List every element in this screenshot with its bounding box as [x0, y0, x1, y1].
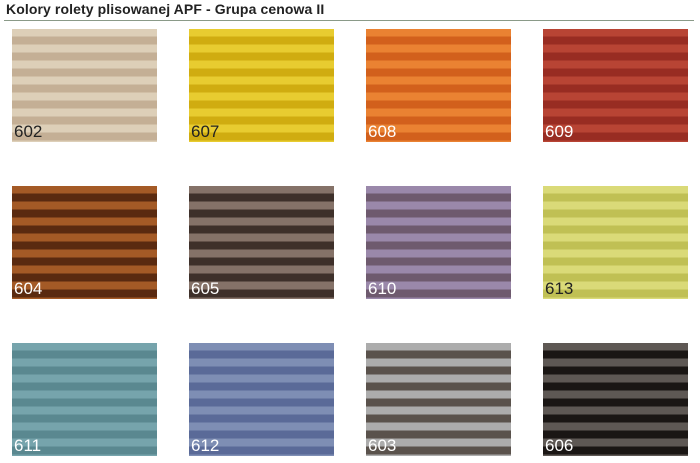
swatch-code-label: 609 [545, 122, 574, 141]
color-swatch-604[interactable]: 604 [12, 186, 157, 299]
swatch-code-label: 603 [368, 436, 397, 455]
color-swatch-611[interactable]: 611 [12, 343, 157, 456]
color-swatch-602[interactable]: 602 [12, 29, 157, 142]
color-swatch-605[interactable]: 605 [189, 186, 334, 299]
color-swatch-609[interactable]: 609 [543, 29, 688, 142]
swatch-code-label: 610 [368, 279, 397, 298]
swatch-code-label: 607 [191, 122, 220, 141]
swatch-code-label: 613 [545, 279, 574, 298]
color-swatch-603[interactable]: 603 [366, 343, 511, 456]
swatch-code-label: 602 [14, 122, 43, 141]
color-swatch-610[interactable]: 610 [366, 186, 511, 299]
swatch-code-label: 604 [14, 279, 43, 298]
color-swatch-606[interactable]: 606 [543, 343, 688, 456]
page-title: Kolory rolety plisowanej APF - Grupa cen… [6, 1, 325, 17]
swatch-code-label: 612 [191, 436, 220, 455]
swatch-code-label: 606 [545, 436, 574, 455]
swatch-code-label: 605 [191, 279, 220, 298]
swatch-code-label: 608 [368, 122, 397, 141]
title-divider [4, 20, 694, 21]
color-swatch-607[interactable]: 607 [189, 29, 334, 142]
color-swatch-608[interactable]: 608 [366, 29, 511, 142]
swatch-code-label: 611 [14, 436, 42, 455]
color-swatch-612[interactable]: 612 [189, 343, 334, 456]
color-swatch-613[interactable]: 613 [543, 186, 688, 299]
